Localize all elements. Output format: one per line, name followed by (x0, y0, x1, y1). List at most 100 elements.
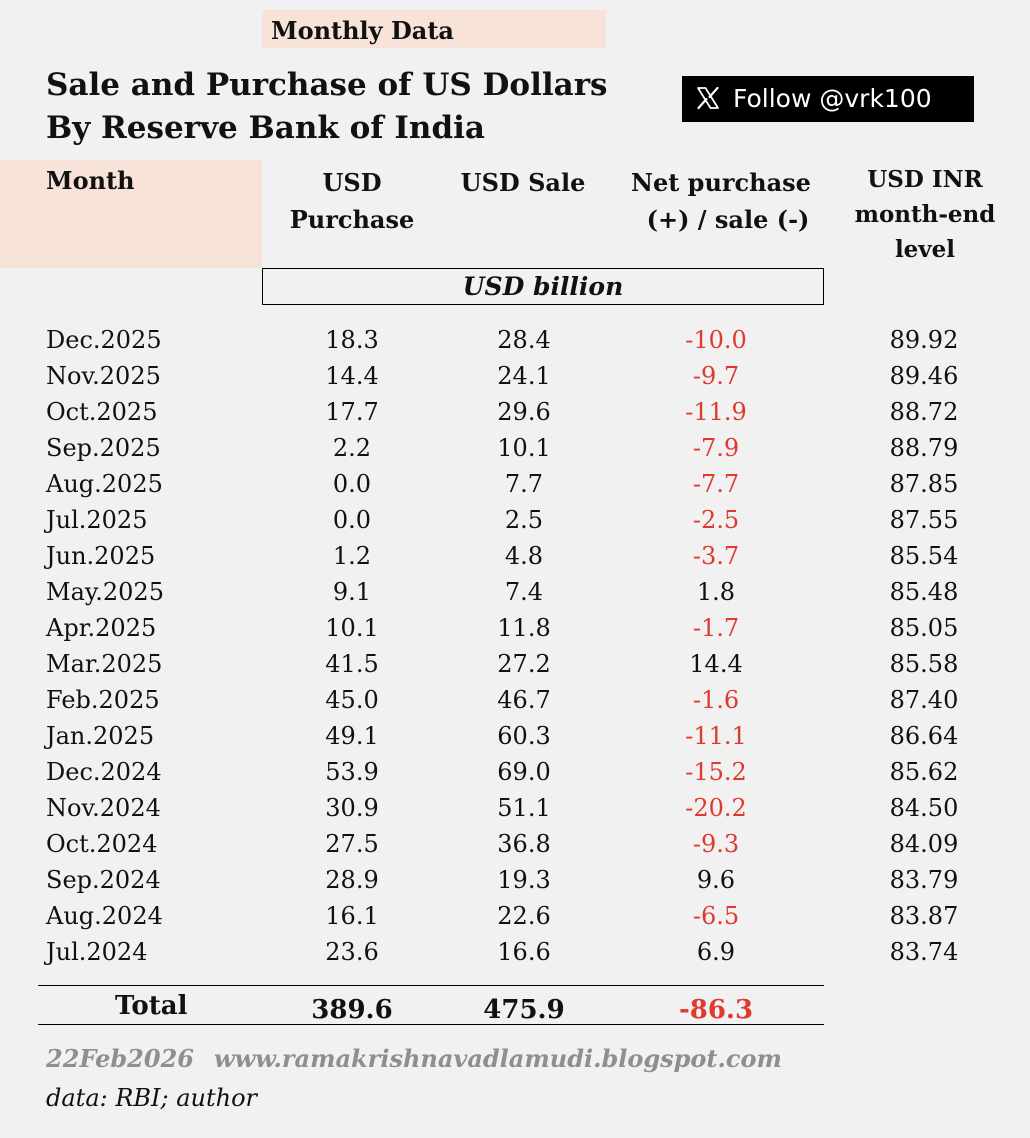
row-month: Sep.2024 (46, 866, 161, 894)
total-top-divider (38, 985, 824, 986)
row-sale: 28.4 (497, 326, 551, 354)
table-row: Aug.2025 0.0 7.7 -7.7 87.85 (0, 466, 1030, 502)
row-usd-inr: 85.48 (889, 578, 959, 606)
row-sale: 7.7 (504, 470, 544, 498)
row-sale: 46.7 (497, 686, 551, 714)
row-net: -7.9 (692, 434, 740, 462)
row-sale: 29.6 (497, 398, 551, 426)
follow-label: Follow @vrk100 (733, 84, 932, 113)
total-row: Total 389.6 475.9 -86.3 (0, 988, 1030, 1025)
total-net: -86.3 (678, 995, 754, 1025)
row-sale: 2.5 (504, 506, 544, 534)
row-purchase: 53.9 (325, 758, 379, 786)
table-row: Nov.2025 14.4 24.1 -9.7 89.46 (0, 358, 1030, 394)
row-usd-inr: 86.64 (889, 722, 959, 750)
row-purchase: 23.6 (325, 938, 379, 966)
row-net: 6.9 (696, 938, 736, 966)
table-row: Jul.2024 23.6 16.6 6.9 83.74 (0, 934, 1030, 970)
row-month: Oct.2025 (46, 398, 158, 426)
row-usd-inr: 88.72 (889, 398, 959, 426)
row-net: -3.7 (692, 542, 740, 570)
row-net: -2.5 (692, 506, 740, 534)
row-usd-inr: 85.58 (889, 650, 959, 678)
table-row: Sep.2024 28.9 19.3 9.6 83.79 (0, 862, 1030, 898)
row-net: -9.7 (692, 362, 740, 390)
row-purchase: 49.1 (325, 722, 379, 750)
row-usd-inr: 84.50 (889, 794, 959, 822)
row-month: Feb.2025 (46, 686, 160, 714)
follow-badge[interactable]: Follow @vrk100 (682, 76, 974, 122)
header-net-purchase-sale: Net purchase (+) / sale (-) (631, 168, 811, 234)
row-sale: 60.3 (497, 722, 551, 750)
row-usd-inr: 83.87 (889, 902, 959, 930)
row-purchase: 14.4 (325, 362, 379, 390)
total-bottom-divider (38, 1024, 824, 1025)
data-table-body: Dec.2025 18.3 28.4 -10.0 89.92 Nov.2025 14.4 24… (0, 322, 1030, 970)
row-usd-inr: 85.05 (889, 614, 959, 642)
row-purchase: 41.5 (325, 650, 379, 678)
row-sale: 4.8 (504, 542, 544, 570)
row-month: May.2025 (46, 578, 164, 606)
row-net: -11.9 (685, 398, 747, 426)
table-row: Feb.2025 45.0 46.7 -1.6 87.40 (0, 682, 1030, 718)
row-net: 14.4 (689, 650, 743, 678)
table-row: Nov.2024 30.9 51.1 -20.2 84.50 (0, 790, 1030, 826)
total-purchase: 389.6 (311, 995, 393, 1025)
row-usd-inr: 89.46 (889, 362, 959, 390)
row-sale: 10.1 (497, 434, 551, 462)
table-row: Mar.2025 41.5 27.2 14.4 85.58 (0, 646, 1030, 682)
row-month: Oct.2024 (46, 830, 158, 858)
row-net: -11.1 (685, 722, 747, 750)
row-sale: 36.8 (497, 830, 551, 858)
row-usd-inr: 89.92 (889, 326, 959, 354)
total-sale: 475.9 (483, 995, 565, 1025)
footer-date: 22Feb2026 (46, 1044, 194, 1073)
row-usd-inr: 83.74 (889, 938, 959, 966)
row-net: -20.2 (685, 794, 747, 822)
month-header-background (0, 160, 262, 268)
row-sale: 11.8 (497, 614, 551, 642)
row-net: -6.5 (692, 902, 740, 930)
table-row: Dec.2025 18.3 28.4 -10.0 89.92 (0, 322, 1030, 358)
row-month: Jul.2025 (46, 506, 148, 534)
row-purchase: 18.3 (325, 326, 379, 354)
row-usd-inr: 88.79 (889, 434, 959, 462)
row-purchase: 9.1 (332, 578, 372, 606)
title-line-1: Sale and Purchase of US Dollars (46, 67, 608, 103)
unit-label: USD billion (262, 268, 824, 305)
footer-source: data: RBI; author (46, 1084, 258, 1112)
table-row: May.2025 9.1 7.4 1.8 85.48 (0, 574, 1030, 610)
row-month: Aug.2024 (46, 902, 163, 930)
row-purchase: 2.2 (332, 434, 372, 462)
total-label: Total (115, 991, 188, 1021)
row-month: Dec.2024 (46, 758, 162, 786)
header-usd-purchase: USD Purchase (289, 168, 415, 234)
row-purchase: 28.9 (325, 866, 379, 894)
row-usd-inr: 87.55 (889, 506, 959, 534)
row-month: Apr.2025 (46, 614, 157, 642)
row-month: Dec.2025 (46, 326, 162, 354)
row-month: Aug.2025 (46, 470, 163, 498)
row-purchase: 1.2 (332, 542, 372, 570)
row-purchase: 0.0 (332, 470, 372, 498)
page-title: Sale and Purchase of US Dollars By Reser… (46, 64, 646, 150)
row-purchase: 45.0 (325, 686, 379, 714)
row-sale: 7.4 (504, 578, 544, 606)
table-row: Jun.2025 1.2 4.8 -3.7 85.54 (0, 538, 1030, 574)
table-row: Dec.2024 53.9 69.0 -15.2 85.62 (0, 754, 1030, 790)
table-row: Oct.2025 17.7 29.6 -11.9 88.72 (0, 394, 1030, 430)
title-line-2: By Reserve Bank of India (46, 110, 486, 146)
header-usd-inr-level: USD INR month-end level (854, 166, 996, 263)
row-sale: 69.0 (497, 758, 551, 786)
row-purchase: 0.0 (332, 506, 372, 534)
table-row: Sep.2025 2.2 10.1 -7.9 88.79 (0, 430, 1030, 466)
row-sale: 19.3 (497, 866, 551, 894)
row-sale: 27.2 (497, 650, 551, 678)
row-usd-inr: 87.40 (889, 686, 959, 714)
row-net: -1.7 (692, 614, 740, 642)
header-month: Month (46, 166, 135, 195)
row-sale: 22.6 (497, 902, 551, 930)
row-purchase: 10.1 (325, 614, 379, 642)
row-usd-inr: 83.79 (889, 866, 959, 894)
row-net: -15.2 (685, 758, 747, 786)
